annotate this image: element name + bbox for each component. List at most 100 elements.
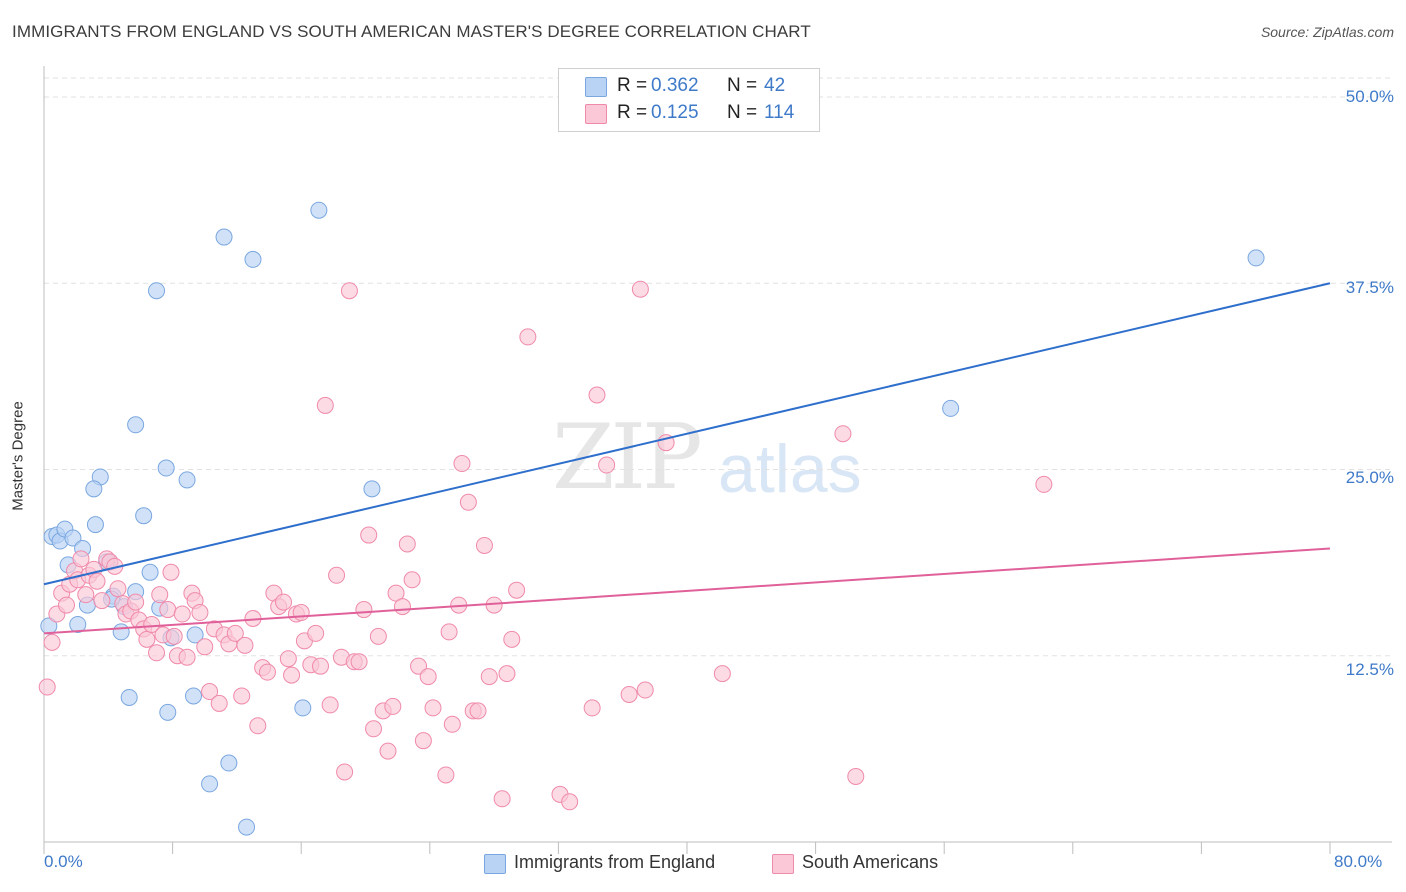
data-point-south-americans	[519, 328, 537, 346]
data-point-south-americans	[369, 627, 387, 645]
data-point-south-americans	[1035, 475, 1053, 493]
data-point-south-americans	[598, 456, 616, 474]
x-tick-label-max: 80.0%	[1334, 852, 1383, 871]
trend-line-south-americans	[43, 547, 1331, 635]
data-point-south-americans	[398, 535, 416, 553]
data-point-england	[86, 516, 104, 534]
data-point-south-americans	[834, 425, 852, 443]
legend-swatch-south-americans	[585, 104, 607, 124]
data-point-england	[159, 703, 177, 721]
data-point-south-americans	[340, 282, 358, 300]
r-label: R =	[617, 102, 648, 123]
data-point-south-americans	[453, 455, 471, 473]
data-point-south-americans	[437, 766, 455, 784]
data-point-south-americans	[583, 699, 601, 717]
data-point-south-americans	[307, 624, 325, 642]
data-point-england	[112, 623, 130, 641]
data-point-south-americans	[355, 601, 373, 619]
data-point-south-americans	[58, 596, 76, 614]
data-point-south-americans	[88, 572, 106, 590]
data-point-south-americans	[365, 720, 383, 738]
data-point-south-americans	[498, 665, 516, 683]
data-point-south-americans	[561, 793, 579, 811]
data-point-south-americans	[493, 790, 511, 808]
data-point-south-americans	[138, 630, 156, 648]
chart-title: IMMIGRANTS FROM ENGLAND VS SOUTH AMERICA…	[12, 22, 811, 41]
data-point-south-americans	[292, 604, 310, 622]
data-point-south-americans	[620, 685, 638, 703]
data-point-england	[244, 250, 262, 268]
data-point-england	[127, 416, 145, 434]
x-tick-label-min: 0.0%	[44, 852, 83, 871]
data-point-south-americans	[403, 571, 421, 589]
data-point-england	[85, 480, 103, 498]
data-point-south-americans	[210, 694, 228, 712]
data-point-south-americans	[847, 767, 865, 785]
data-point-south-americans	[508, 581, 526, 599]
data-point-south-americans	[279, 650, 297, 668]
data-point-south-americans	[311, 657, 329, 675]
r-value: 0.125	[651, 102, 699, 123]
data-point-south-americans	[316, 396, 334, 414]
data-point-england	[141, 563, 159, 581]
data-point-south-americans	[419, 668, 437, 686]
data-point-south-americans	[393, 598, 411, 616]
data-point-south-americans	[631, 280, 649, 298]
data-point-south-americans	[321, 696, 339, 714]
data-point-south-americans	[159, 601, 177, 619]
data-point-south-americans	[485, 596, 503, 614]
data-point-south-americans	[424, 699, 442, 717]
legend-swatch-south-americans	[772, 854, 794, 874]
n-value: 114	[764, 102, 795, 123]
data-point-south-americans	[196, 638, 214, 656]
data-point-south-americans	[127, 593, 145, 611]
data-point-south-americans	[178, 648, 196, 666]
data-point-south-americans	[636, 681, 654, 699]
data-point-england	[220, 754, 238, 772]
data-point-south-americans	[459, 493, 477, 511]
watermark-zip: ZIP	[552, 405, 703, 510]
data-point-south-americans	[72, 550, 90, 568]
data-point-england	[69, 615, 87, 633]
data-point-south-americans	[233, 687, 251, 705]
y-tick-label-25: 25.0%	[1345, 468, 1394, 487]
data-point-south-americans	[384, 697, 402, 715]
data-point-south-americans	[77, 586, 95, 604]
legend-row-england: R = 0.362 N = 42	[559, 75, 819, 99]
data-point-south-americans	[588, 386, 606, 404]
trend-line-england	[43, 282, 1331, 586]
data-point-south-americans	[38, 678, 56, 696]
data-point-south-americans	[379, 742, 397, 760]
y-tick-label-37-5: 37.5%	[1345, 278, 1394, 297]
data-point-south-americans	[173, 605, 191, 623]
data-point-south-americans	[151, 586, 169, 604]
data-point-south-americans	[443, 715, 461, 733]
data-point-south-americans	[328, 566, 346, 584]
y-tick-label-12-5: 12.5%	[1345, 660, 1394, 679]
data-point-england	[120, 688, 138, 706]
data-point-south-americans	[201, 683, 219, 701]
data-point-england	[186, 626, 204, 644]
data-point-england	[184, 687, 202, 705]
stats-legend: R = 0.362 N = 42 R = 0.125 N = 114	[558, 68, 820, 132]
data-point-south-americans	[475, 536, 493, 554]
data-point-england	[148, 282, 166, 300]
data-point-england	[135, 507, 153, 525]
data-point-south-americans	[275, 593, 293, 611]
data-point-south-americans	[350, 653, 368, 671]
data-point-south-americans	[249, 717, 267, 735]
data-point-south-americans	[143, 615, 161, 633]
data-point-england	[1247, 249, 1265, 267]
data-point-south-americans	[336, 763, 354, 781]
data-point-england	[178, 471, 196, 489]
legend-row-south-americans: R = 0.125 N = 114	[559, 102, 819, 126]
data-point-south-americans	[226, 624, 244, 642]
data-point-south-americans	[109, 580, 127, 598]
data-point-south-americans	[191, 604, 209, 622]
data-point-england	[942, 399, 960, 417]
data-point-south-americans	[503, 630, 521, 648]
data-point-south-americans	[713, 665, 731, 683]
data-point-south-americans	[283, 666, 301, 684]
r-label: R =	[617, 75, 648, 96]
